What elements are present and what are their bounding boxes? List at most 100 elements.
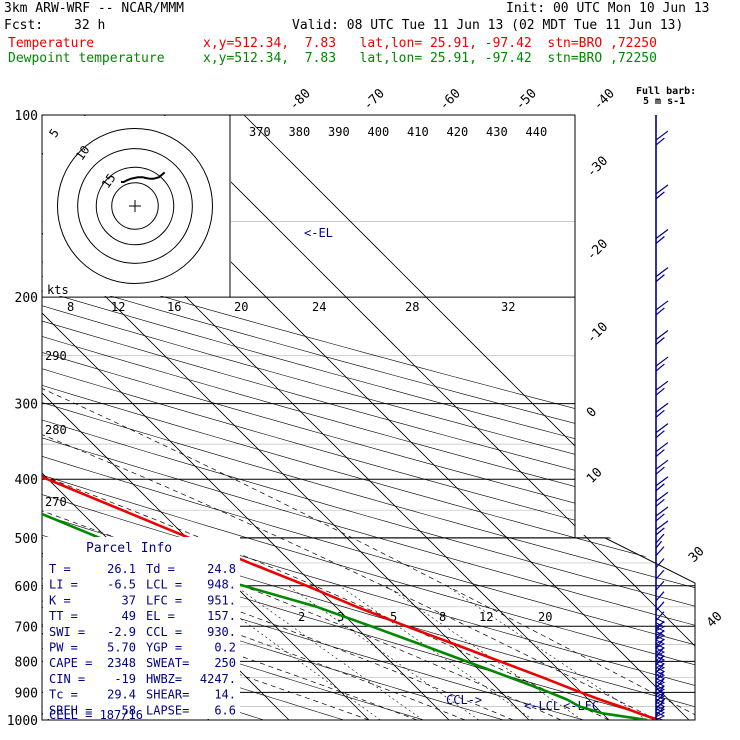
wind-barb — [655, 663, 666, 673]
wind-barb — [655, 533, 665, 544]
parcel-key: LAPSE= — [146, 703, 189, 717]
wind-barb — [655, 442, 669, 453]
pressure-label: 800 — [15, 655, 38, 670]
wind-barb — [655, 513, 665, 522]
temperature-location: x,y=512.34, 7.83 lat,lon= 25.91, -97.42 … — [203, 36, 657, 51]
isotherm-label: -10 — [584, 320, 611, 347]
dry-adiabat — [42, 115, 695, 720]
valid-time: Valid: 08 UTC Tue 11 Jun 13 (02 MDT Tue … — [292, 18, 684, 33]
dry-adiabat — [42, 115, 695, 720]
theta-e-label: 420 — [447, 125, 469, 139]
parcel-value: 157. — [207, 609, 236, 623]
parcel-value: 930. — [207, 625, 236, 639]
parcel-key: Tc = — [49, 688, 78, 702]
wind-barb — [655, 506, 669, 517]
mixing-ratio-line — [287, 585, 479, 720]
pressure-label: 600 — [15, 580, 38, 595]
wind-barb — [655, 580, 665, 591]
wind-barb — [655, 184, 669, 195]
speed-scale-label: 20 — [234, 300, 248, 314]
parcel-key: SHEAR= — [146, 688, 189, 702]
dewpoint-location: x,y=512.34, 7.83 lat,lon= 25.91, -97.42 … — [203, 51, 657, 66]
wind-barb — [655, 639, 666, 649]
mixing-ratio-label: 3 — [337, 610, 344, 624]
mixing-ratio-label: 2 — [298, 610, 305, 624]
parcel-key: SWEAT= — [146, 656, 189, 670]
parcel-key: EL = — [146, 609, 175, 623]
wind-barb — [655, 130, 669, 141]
forecast-label: Fcst: — [4, 18, 44, 33]
dewpoint-legend: Dewpoint temperature — [8, 51, 165, 66]
parcel-info-title: Parcel Info — [86, 541, 172, 556]
wind-barb — [655, 617, 666, 627]
wind-barb — [655, 695, 666, 705]
hodograph-ring — [57, 128, 213, 284]
parcel-key: Td = — [146, 562, 175, 576]
wind-barb — [655, 380, 669, 391]
dry-adiabat — [42, 115, 695, 720]
parcel-value: 58 — [122, 703, 136, 717]
dry-adiabat — [42, 115, 695, 720]
wind-barb — [655, 659, 666, 669]
dry-adiabat — [42, 115, 695, 720]
isotherm-label: -50 — [513, 86, 540, 113]
mixing-ratio-label: 8 — [439, 610, 446, 624]
wind-barb — [655, 711, 666, 721]
pressure-label: 100 — [15, 109, 38, 124]
parcel-key: YGP = — [146, 641, 182, 655]
wind-barb — [655, 631, 666, 640]
parcel-value: 0.2 — [214, 641, 236, 655]
wind-barb — [655, 387, 665, 396]
theta-e-label: 390 — [328, 125, 350, 139]
parcel-value: -2.9 — [107, 625, 136, 639]
parcel-value: -6.5 — [107, 578, 136, 592]
theta-label: 280 — [45, 423, 67, 437]
dry-adiabat — [42, 115, 504, 720]
dry-adiabat — [42, 115, 695, 720]
wind-barb — [655, 423, 669, 434]
wind-barb — [655, 402, 669, 413]
plot-frame — [41, 114, 576, 539]
wind-barb — [655, 591, 665, 602]
wind-barb — [655, 701, 666, 711]
wind-barb — [655, 681, 666, 691]
isotherm-label: 10 — [584, 465, 606, 487]
wind-barb — [655, 643, 666, 653]
parcel-value: 5.70 — [107, 641, 136, 655]
parcel-key: CCL = — [146, 625, 182, 639]
wind-barb — [655, 337, 665, 345]
speed-scale-label: 12 — [111, 300, 125, 314]
wind-barb — [655, 569, 665, 580]
theta-e-label: 400 — [368, 125, 390, 139]
hodograph-ring — [77, 148, 193, 264]
isotherm-label: 0 — [584, 405, 600, 421]
lower-frame — [41, 537, 696, 721]
isotherm-label: -20 — [584, 237, 611, 264]
wind-barb — [655, 622, 666, 632]
pressure-label: 900 — [15, 686, 38, 701]
speed-scale-label: 28 — [405, 300, 419, 314]
dry-adiabat — [42, 115, 424, 720]
parcel-key: TT = — [49, 609, 78, 623]
wind-barb — [655, 688, 666, 698]
mixing-ratio-line — [235, 585, 423, 720]
pressure-label: 300 — [15, 398, 38, 413]
wind-barb — [655, 430, 665, 439]
wind-barb — [655, 540, 663, 549]
pressure-label: 200 — [15, 291, 38, 306]
pressure-label: 700 — [15, 620, 38, 635]
parcel-key: K = — [49, 593, 71, 607]
dry-adiabat — [42, 115, 695, 720]
wind-barb — [655, 527, 665, 536]
wind-barb — [655, 498, 665, 507]
wind-barb — [655, 685, 666, 694]
parcel-value: 6.6 — [214, 703, 236, 717]
mixing-ratio-label: 20 — [538, 610, 552, 624]
dry-adiabat — [42, 115, 695, 720]
speed-scale-label: 8 — [67, 300, 74, 314]
wind-barb — [655, 670, 666, 680]
wind-barb — [655, 137, 665, 146]
init-time: Init: 00 UTC Mon 10 Jun 13 — [506, 1, 710, 16]
wind-barb — [655, 601, 665, 612]
wind-barb — [655, 691, 666, 701]
